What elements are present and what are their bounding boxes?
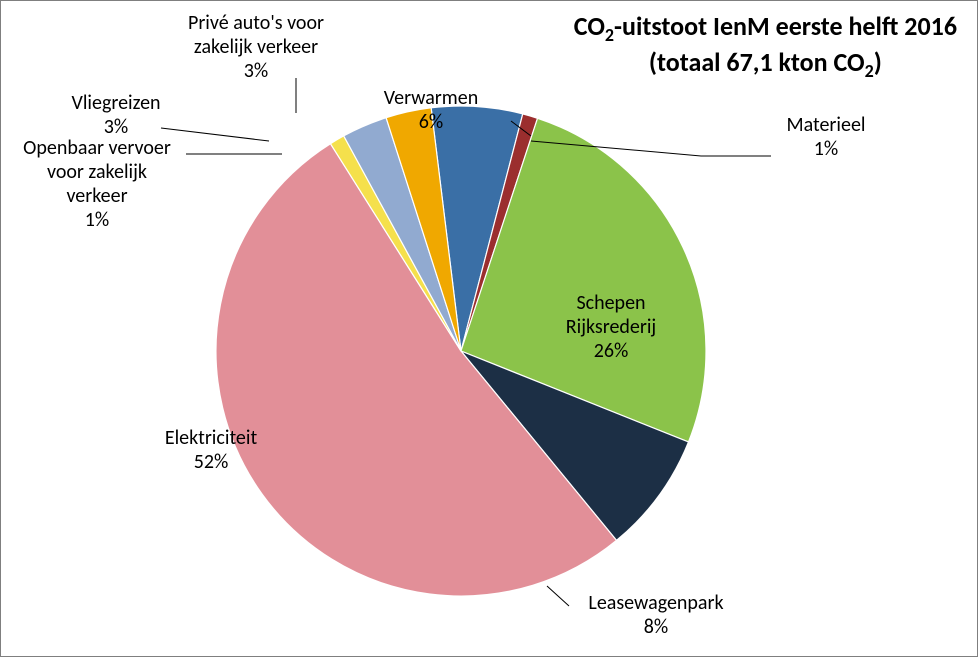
label-ov: Openbaar vervoer voor zakelijk verkeer 1… bbox=[7, 136, 187, 232]
label-prive: Privé auto's voor zakelijk verkeer 3% bbox=[166, 11, 346, 83]
chart-container: CO2-uitstoot IenM eerste helft 2016 (tot… bbox=[0, 0, 978, 657]
label-schepen-l1: Schepen bbox=[541, 291, 681, 315]
chart-title: CO2-uitstoot IenM eerste helft 2016 (tot… bbox=[574, 11, 957, 83]
label-ov-l1: Openbaar vervoer bbox=[7, 136, 187, 160]
label-materieel-name: Materieel bbox=[771, 113, 881, 137]
label-elektr-pct: 52% bbox=[141, 450, 281, 474]
title-l2-sub: 2 bbox=[865, 60, 874, 82]
label-prive-l2: zakelijk verkeer bbox=[166, 35, 346, 59]
label-ov-l3: verkeer bbox=[7, 184, 187, 208]
label-materieel-pct: 1% bbox=[771, 137, 881, 161]
label-vlieg-name: Vliegreizen bbox=[56, 91, 176, 115]
label-materieel: Materieel 1% bbox=[771, 113, 881, 161]
label-elektr-name: Elektriciteit bbox=[141, 426, 281, 450]
label-verwarmen: Verwarmen 6% bbox=[371, 86, 491, 134]
label-vlieg: Vliegreizen 3% bbox=[56, 91, 176, 139]
label-prive-l1: Privé auto's voor bbox=[166, 11, 346, 35]
label-ov-pct: 1% bbox=[7, 208, 187, 232]
label-schepen: Schepen Rijksrederij 26% bbox=[541, 291, 681, 363]
title-l2-pre: (totaal 67,1 kton CO bbox=[649, 46, 865, 78]
label-schepen-l2: Rijksrederij bbox=[541, 315, 681, 339]
title-l2-post: ) bbox=[874, 46, 882, 78]
label-lease: Leasewagenpark 8% bbox=[566, 591, 746, 639]
title-l1-sub: 2 bbox=[605, 24, 614, 46]
label-schepen-pct: 26% bbox=[541, 339, 681, 363]
label-verwarmen-pct: 6% bbox=[371, 110, 491, 134]
label-lease-name: Leasewagenpark bbox=[566, 591, 746, 615]
title-l1-pre: CO bbox=[574, 10, 605, 42]
label-prive-pct: 3% bbox=[166, 59, 346, 83]
label-lease-pct: 8% bbox=[566, 615, 746, 639]
label-ov-l2: voor zakelijk bbox=[7, 160, 187, 184]
label-verwarmen-name: Verwarmen bbox=[371, 86, 491, 110]
label-elektr: Elektriciteit 52% bbox=[141, 426, 281, 474]
label-vlieg-pct: 3% bbox=[56, 115, 176, 139]
title-l1-post: -uitstoot IenM eerste helft 2016 bbox=[614, 10, 957, 42]
